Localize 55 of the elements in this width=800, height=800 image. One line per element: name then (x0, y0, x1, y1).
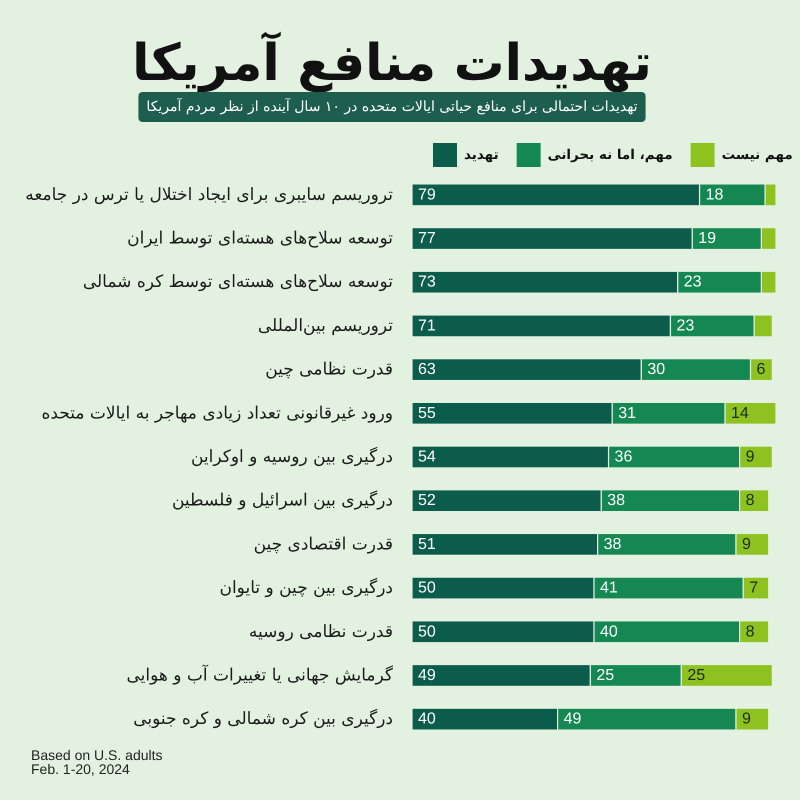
data-label: 7 (749, 580, 758, 597)
y-tick-label: درگیری بین اسرائیل و فلسطین (172, 490, 393, 511)
data-label: 38 (604, 536, 622, 553)
data-label: 8 (746, 492, 755, 510)
data-label: 41 (600, 580, 618, 597)
data-label: 50 (418, 580, 436, 597)
legend-label: مهم، اما نه بحرانی (548, 147, 673, 163)
y-tick-label: گرمایش جهانی یا تغییرات آب و هوایی (126, 664, 394, 686)
y-tick-label: قدرت نظامی چین (265, 360, 393, 380)
title: تهدیدات منافع آمریکا (132, 33, 652, 92)
data-label: 31 (618, 404, 636, 422)
data-label: 6 (756, 361, 766, 378)
y-tick-label: تروریسم سایبری برای ایجاد اختلال یا ترس در جامعه (25, 184, 394, 205)
y-tick-label: توسعه سلاح‌های هسته‌ای توسط ایران (127, 228, 394, 249)
data-label: 40 (418, 710, 436, 728)
data-label: 14 (731, 404, 749, 422)
y-tick-label: قدرت اقتصادی چین (254, 534, 393, 554)
data-label: 9 (742, 536, 751, 553)
data-label: 18 (706, 186, 724, 204)
data-label: 9 (746, 448, 755, 466)
data-label: 40 (600, 623, 618, 640)
data-label: 38 (607, 492, 626, 510)
data-label: 49 (418, 666, 436, 684)
legend-label: مهم نیست (722, 147, 793, 163)
data-label: 54 (418, 448, 436, 466)
y-tick-label: ورود غیرقانونی تعداد زیادی مهاجر به ایالات متحده (41, 403, 393, 424)
chart-subtitle: تهدیدات احتمالی برای منافع حیاتی ایالات متحده در ۱۰ سال آینده از نظر مردم آمریکا (146, 97, 638, 115)
data-label: 25 (687, 666, 706, 684)
data-label: 49 (564, 710, 582, 728)
data-label: 23 (684, 274, 702, 291)
data-label: 73 (418, 274, 436, 291)
data-label: 19 (698, 230, 716, 248)
data-label: 77 (418, 230, 436, 248)
data-label: 50 (418, 623, 436, 640)
data-label: 8 (746, 623, 755, 640)
y-tick-label: درگیری بین چین و تایوان (219, 577, 393, 598)
data-label: 23 (676, 317, 694, 334)
data-label: 51 (418, 536, 436, 553)
data-label: 55 (418, 404, 436, 422)
subtitle: تهدیدات احتمالی برای منافع حیاتی ایالات متحده در ۱۰ سال آینده از نظر مردم آمریکا (138, 92, 646, 122)
y-tick-label: تروریسم بین‌المللی (258, 316, 394, 336)
data-label: 36 (614, 448, 632, 466)
data-label: 9 (742, 710, 751, 728)
annotations: Based on U.S. adults Feb. 1-20, 2024 (31, 747, 163, 777)
data-label: 30 (647, 361, 666, 378)
data-label: 52 (418, 492, 436, 510)
data-label: 79 (418, 186, 436, 204)
y-tick-label: درگیری بین روسیه و اوکراین (190, 446, 393, 467)
y-tick-label: توسعه سلاح‌های هسته‌ای توسط کره شمالی (82, 272, 394, 292)
y-tick-label: قدرت نظامی روسیه (248, 622, 393, 642)
y-tick-label: درگیری بین کره شمالی و کره جنوبی (133, 708, 393, 730)
data-label: 71 (418, 317, 436, 334)
data-label: 63 (418, 361, 436, 378)
legend-label: تهدید (464, 147, 499, 163)
data-label: 25 (596, 666, 614, 684)
